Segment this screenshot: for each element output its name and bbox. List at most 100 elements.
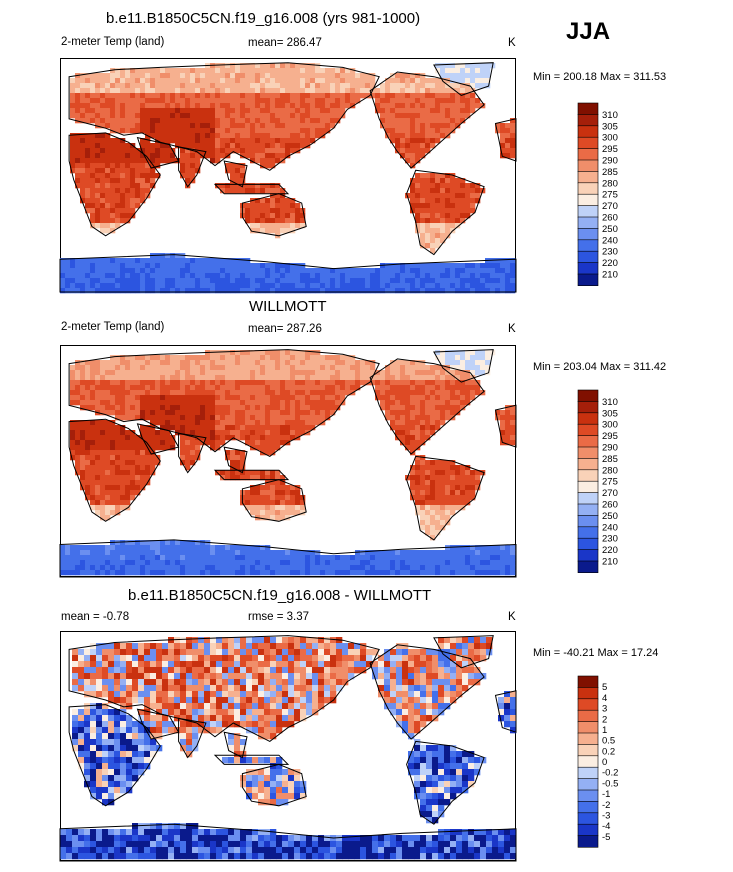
map-cell [300,68,306,74]
map-cell [320,118,326,124]
map-cell [390,550,396,556]
map-cell [225,183,231,189]
map-cell [270,138,276,144]
map-cell [400,278,406,284]
season-label: JJA [566,18,611,45]
map-cell [330,93,336,99]
map-cell [115,400,121,406]
map-cell [270,649,277,656]
map-cell [430,425,436,431]
map-cell [460,385,466,391]
map-cell [420,133,426,139]
map-cell [455,385,461,391]
map-cell [220,430,226,436]
map-cell [325,370,331,376]
map-cell [215,138,221,144]
map-cell [438,637,445,644]
map-cell [185,128,191,134]
map-cell [345,88,351,94]
map-cell [130,435,136,441]
map-cell [105,93,111,99]
map-cell [138,649,145,656]
map-cell [225,273,231,279]
map-cell [325,273,331,279]
map-cell [110,188,116,194]
map-cell [275,268,281,274]
map-cell [235,545,241,551]
map-cell [135,410,141,416]
map-cell [250,118,256,124]
map-cell [405,365,411,371]
map-cell [105,395,111,401]
map-cell [435,123,441,129]
map-cell [245,385,251,391]
map-cell [240,435,246,441]
map-cell [265,278,271,284]
map-cell [330,268,336,274]
map-cell [500,128,506,134]
map-cell [255,570,261,576]
map-cell [410,480,416,486]
map-cell [440,390,446,396]
map-cell [435,118,441,124]
map-cell [295,390,301,396]
map-cell [485,278,491,284]
map-cell [195,158,201,164]
map-cell [80,470,86,476]
map-cell [420,490,426,496]
map-cell [145,460,151,466]
map-cell [465,375,471,381]
map-cell [100,380,106,386]
map-cell [430,123,436,129]
map-cell [280,98,286,104]
map-cell [265,420,271,426]
map-cell [215,365,221,371]
map-cell [230,283,236,289]
map-cell [450,355,456,361]
map-cell [170,258,176,264]
map-cell [80,375,86,381]
map-cell [250,278,256,284]
map-cell [425,83,431,89]
map-cell [130,153,136,159]
map-cell [275,88,281,94]
map-cell [490,268,496,274]
map-cell [440,515,446,521]
map-cell [405,390,411,396]
map-cell [210,430,216,436]
map-cell [265,365,271,371]
map-cell [110,485,116,491]
map-cell [225,138,231,144]
map-cell [380,118,386,124]
map-cell [280,283,286,289]
map-cell [402,649,409,656]
map-cell [215,430,221,436]
map-cell [100,425,106,431]
map-cell [180,365,186,371]
map-cell [324,643,331,650]
panel1-colorbar-swatch [577,148,599,161]
map-cell [265,108,271,114]
map-cell [435,223,441,229]
map-cell [135,153,141,159]
map-cell [415,153,421,159]
map-cell [135,98,141,104]
map-cell [195,405,201,411]
map-cell [275,223,281,229]
map-cell [132,649,139,656]
map-cell [150,540,156,546]
map-cell [415,430,421,436]
panel2-colorbar-tick-label: 260 [602,500,618,511]
map-cell [90,390,96,396]
map-cell [140,103,146,109]
map-cell [445,560,451,566]
map-cell [300,550,306,556]
map-cell [195,360,201,366]
map-cell [234,637,241,644]
map-cell [245,138,251,144]
map-cell [198,643,205,650]
map-cell [465,198,471,204]
map-cell [455,273,461,279]
map-cell [282,655,289,662]
map-cell [435,405,441,411]
